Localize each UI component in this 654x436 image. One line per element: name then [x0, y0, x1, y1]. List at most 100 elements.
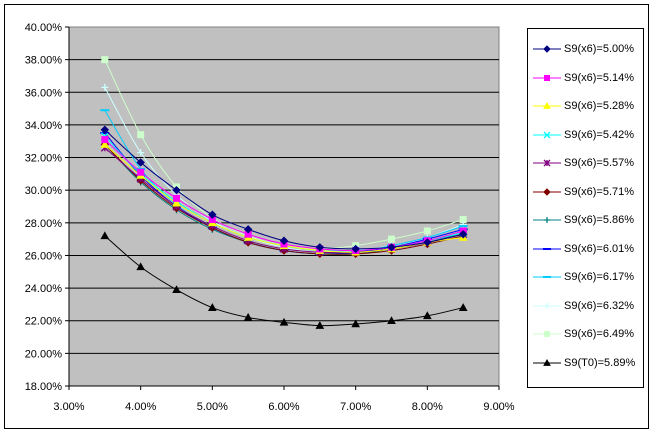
legend-swatch: [533, 331, 561, 337]
legend-label: S9(x6)=5.42%: [564, 128, 635, 141]
legend-swatch-marker: [544, 74, 550, 81]
legend-swatch: [533, 45, 561, 53]
data-point: [137, 131, 145, 139]
legend-swatch-marker: [543, 159, 551, 167]
data-point: [351, 319, 361, 328]
y-tick-label: 28.00%: [25, 218, 63, 230]
legend-label: S9(x6)=6.01%: [564, 242, 635, 255]
legend-swatch-marker: [544, 331, 550, 337]
legend-swatch-marker: [543, 131, 551, 138]
legend-swatch: [533, 131, 561, 138]
data-point: [172, 185, 181, 195]
legend-item: S9(x6)=6.17%: [528, 267, 643, 287]
data-point: [387, 316, 396, 325]
legend-item: S9(x6)=5.14%: [528, 68, 643, 88]
legend-swatch: [533, 159, 561, 167]
data-point: [207, 303, 217, 311]
legend-swatch-marker: [543, 45, 551, 53]
data-point: [243, 312, 253, 321]
data-point: [458, 230, 468, 239]
legend-swatch: [533, 276, 561, 278]
legend-item: S9(x6)=6.32%: [528, 296, 643, 316]
legend-swatch: [533, 217, 561, 223]
legend-label: S9(x6)=5.57%: [564, 157, 635, 169]
y-tick-label: 18.00%: [25, 381, 63, 393]
legend-label: S9(x6)=5.71%: [564, 185, 635, 198]
data-point: [351, 244, 360, 254]
y-tick-label: 30.00%: [25, 185, 63, 197]
legend-item: S9(x6)=6.49%: [528, 324, 643, 344]
x-tick-label: 3.00%: [53, 401, 84, 413]
legend-label: S9(x6)=6.49%: [564, 328, 635, 340]
legend-label: S9(x6)=5.86%: [564, 214, 635, 226]
data-point: [100, 231, 110, 240]
data-point: [100, 139, 110, 148]
data-point: [315, 321, 325, 329]
legend-item: S9(x6)=5.71%: [528, 182, 643, 202]
data-point: [279, 236, 289, 245]
legend-swatch-marker: [544, 302, 550, 309]
y-tick-label: 32.00%: [25, 153, 63, 165]
data-point: [173, 194, 180, 202]
data-point: [208, 210, 217, 219]
data-point: [388, 235, 395, 243]
legend-label: S9(x6)=5.28%: [564, 100, 635, 112]
data-point: [101, 136, 109, 144]
legend-swatch: [533, 187, 561, 196]
plot-background: [68, 26, 500, 387]
data-point: [422, 311, 432, 320]
legend-item: S9(x6)=5.86%: [528, 210, 643, 230]
x-tick-label: 9.00%: [483, 401, 514, 413]
legend-item: S9(x6)=5.57%: [528, 153, 643, 173]
legend-label: S9(x6)=6.32%: [564, 299, 635, 312]
data-point: [100, 125, 110, 135]
legend-item: S9(x6)=5.28%: [528, 96, 643, 116]
series-layer: [100, 56, 468, 329]
x-tick-label: 4.00%: [125, 401, 156, 413]
legend-item: S9(T0)=5.89%: [528, 353, 643, 373]
legend-swatch-marker: [544, 217, 550, 223]
data-point: [458, 303, 468, 311]
series-12: [100, 231, 468, 329]
legend-item: S9(x6)=5.42%: [528, 125, 643, 145]
legend-item: S9(x6)=6.01%: [528, 239, 643, 259]
data-point: [101, 56, 109, 64]
data-point: [136, 262, 146, 271]
legend-label: S9(T0)=5.89%: [564, 356, 636, 369]
legend-swatch: [533, 101, 561, 109]
y-tick-label: 26.00%: [25, 250, 63, 262]
legend-swatch: [533, 302, 561, 309]
data-point: [172, 198, 181, 207]
y-tick-label: 24.00%: [25, 283, 63, 295]
legend-swatch: [533, 358, 561, 366]
legend-label: S9(x6)=6.17%: [564, 271, 635, 283]
series-1: [100, 125, 468, 254]
legend: S9(x6)=5.00% S9(x6)=5.14% S9(x6)=5.28% S9(x…: [527, 28, 644, 388]
legend-item: S9(x6)=5.00%: [528, 39, 643, 59]
x-tick-label: 6.00%: [268, 401, 299, 413]
legend-swatch-marker: [543, 187, 551, 196]
data-point: [137, 168, 145, 176]
data-point: [315, 243, 325, 252]
data-point: [423, 238, 432, 247]
legend-label: S9(x6)=5.00%: [564, 43, 635, 55]
data-point: [423, 227, 431, 235]
y-tick-label: 38.00%: [25, 55, 63, 67]
data-point: [172, 285, 181, 294]
y-tick-label: 34.00%: [25, 120, 63, 132]
axis-layer: 18.00% 20.00% 22.00% 24.00% 26.00% 28.00% 30.0…: [25, 22, 515, 413]
data-point: [279, 317, 289, 326]
y-tick-label: 20.00%: [25, 348, 63, 360]
x-tick-label: 8.00%: [412, 401, 443, 413]
legend-swatch: [533, 247, 561, 250]
legend-swatch: [533, 74, 561, 81]
y-tick-label: 40.00%: [25, 22, 63, 34]
data-point: [136, 158, 145, 167]
y-tick-label: 36.00%: [25, 87, 63, 99]
y-tick-label: 22.00%: [25, 316, 63, 328]
legend-label: S9(x6)=5.14%: [564, 71, 635, 84]
plot-area: [68, 26, 500, 387]
data-point: [243, 225, 253, 234]
data-point: [137, 149, 145, 157]
